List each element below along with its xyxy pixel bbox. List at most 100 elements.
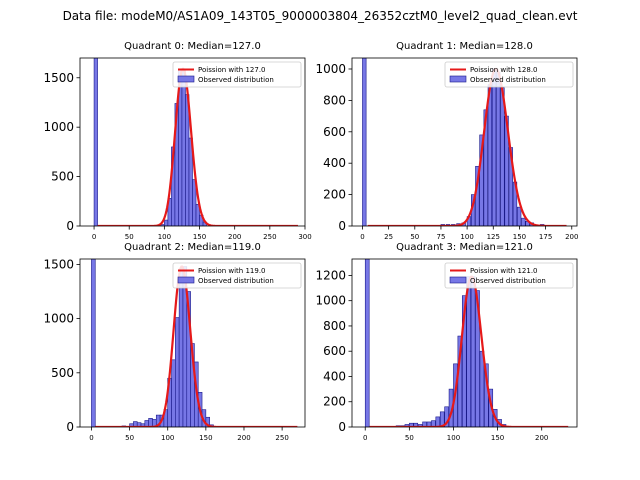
histogram-bar [479,134,484,226]
y-tick-label: 800 [323,93,346,107]
quadrant-1-panel: Quadrant 1: Median=128.0 0 200 400 600 800 100… [315,41,578,241]
histogram-bar [192,179,197,226]
histogram-bar [409,422,414,427]
histogram-bar [362,58,367,226]
axes-frame [351,57,578,227]
y-tick-label: 800 [323,319,346,333]
histogram-bar [413,422,419,427]
y-tick-label: 1000 [315,62,346,76]
y-tick-label: 200 [323,395,346,409]
x-tick-label: 200 [228,233,241,241]
y-tick-label: 0 [66,219,74,233]
y-tick-label: 1500 [43,71,74,85]
histogram-bar [491,68,497,226]
histogram-bar [364,259,370,427]
histogram-bar [475,290,480,427]
histogram-bar [148,418,153,427]
x-tick-label: 50 [125,434,134,442]
histogram-bar [479,350,485,427]
histogram-bar [466,276,471,427]
y-tick-label: 1000 [43,120,74,134]
x-tick-label: 150 [513,233,526,241]
y-tick-label: 0 [338,219,346,233]
quadrant-2-panel: Quadrant 2: Median=119.0 0 500 1000 1500 0 50 1… [43,242,306,442]
y-tick-label: 600 [323,125,346,139]
legend-bar-swatch [177,276,195,284]
legend-bar-swatch [449,75,467,83]
y-tick-label: 0 [338,420,346,434]
y-tick-label: 1200 [315,268,346,282]
histogram-bar [500,87,505,226]
x-tick-label: 50 [125,233,134,241]
histogram-bar [470,276,476,427]
legend-bar-swatch [449,276,467,284]
x-tick-label: 200 [237,434,250,442]
x-tick-label: 100 [447,434,460,442]
x-tick-label: 0 [89,434,93,442]
x-tick-label: 150 [193,233,206,241]
quadrant-3-title: Quadrant 3: Median=121.0 [396,242,533,253]
x-tick-label: 175 [539,233,552,241]
x-tick-label: 0 [363,434,367,442]
x-tick-label: 150 [199,434,212,442]
y-tick-label: 500 [51,366,74,380]
legend-box [444,61,574,88]
histogram-bar [487,84,493,226]
legend: Poission with 127.0 Observed distribution [172,61,302,88]
quadrant-2-title: Quadrant 2: Median=119.0 [124,242,261,253]
y-tick-label: 400 [323,156,346,170]
axes-frame [79,57,306,227]
histogram-bar [404,424,410,427]
legend: Poission with 128.0 Observed distribution [444,61,574,88]
histogram-bars [91,259,214,427]
legend-box [172,262,302,289]
x-tick-label: 250 [263,233,276,241]
x-tick-label: 250 [275,434,288,442]
histogram-bar [175,317,180,427]
legend-label-fit: Poission with 128.0 [470,66,538,74]
poisson-fit-line [367,67,567,226]
legend-label-fit: Poission with 127.0 [198,66,266,74]
legend-label-observed: Observed distribution [470,277,546,285]
histogram-bar [521,217,526,226]
histogram-bar [417,424,423,427]
legend: Poission with 121.0 Observed distribution [444,262,574,289]
legend-box [172,61,302,88]
x-tick-label: 0 [92,233,96,241]
x-tick-label: 100 [161,434,174,442]
y-tick-label: 1500 [43,257,74,271]
x-tick-label: 200 [565,233,578,241]
histogram-bar [435,416,441,427]
histogram-bar [496,71,501,226]
legend-label-observed: Observed distribution [470,76,546,84]
legend-label-observed: Observed distribution [198,277,274,285]
x-tick-label: 125 [487,233,500,241]
histogram-bar [93,58,98,226]
histogram-bar [461,295,467,427]
axes-frame [79,258,306,428]
y-tick-label: 1000 [315,294,346,308]
legend-label-fit: Poission with 119.0 [198,267,266,275]
quadrant-1-title: Quadrant 1: Median=128.0 [396,41,533,52]
x-tick-label: 50 [405,434,414,442]
histogram-bar [164,219,169,226]
poisson-fit-line [97,67,298,226]
axes-frame [351,258,578,428]
legend: Poission with 119.0 Observed distribution [172,262,302,289]
x-tick-label: 150 [491,434,504,442]
x-tick-label: 100 [460,233,473,241]
quadrant-0-title: Quadrant 0: Median=127.0 [124,41,261,52]
histogram-bar [181,68,186,226]
histogram-bar [185,94,190,226]
legend-bar-swatch [177,75,195,83]
y-tick-label: 400 [323,369,346,383]
y-tick-label: 500 [51,170,74,184]
legend-label-fit: Poission with 121.0 [470,267,538,275]
x-tick-label: 75 [436,233,445,241]
histogram-bar [171,359,176,427]
x-tick-label: 50 [410,233,419,241]
x-tick-label: 0 [360,233,364,241]
x-tick-label: 25 [384,233,393,241]
legend-label-observed: Observed distribution [198,76,274,84]
